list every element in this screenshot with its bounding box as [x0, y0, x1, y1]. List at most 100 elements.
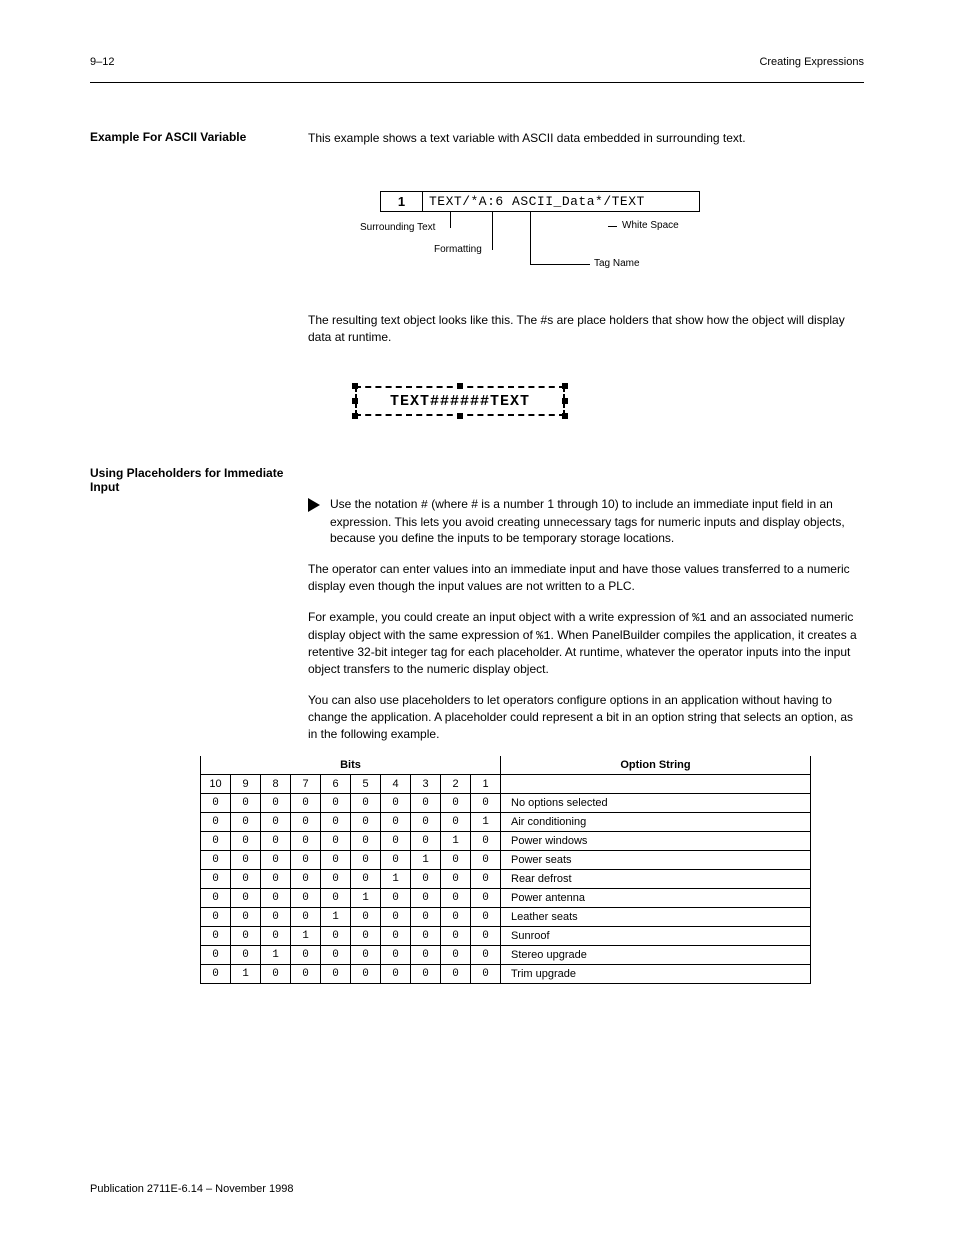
bit-cell: 0 [261, 908, 291, 927]
bit-col-header: 5 [351, 775, 381, 794]
immediate-p4: You can also use placeholders to let ope… [308, 692, 864, 742]
bit-cell: 0 [411, 813, 441, 832]
callout-formatting: Formatting [434, 244, 482, 255]
bit-col-header: 2 [441, 775, 471, 794]
table-row: 0000000010Power windows [201, 832, 811, 851]
bit-cell: 0 [411, 908, 441, 927]
bit-cell: 0 [351, 965, 381, 984]
bit-cell: 0 [441, 946, 471, 965]
bit-cell: 0 [201, 908, 231, 927]
bit-cell: 0 [321, 794, 351, 813]
bit-cell: 0 [321, 813, 351, 832]
bit-cell: 0 [231, 946, 261, 965]
table-row: 0000010000Power antenna [201, 889, 811, 908]
bit-cell: 0 [201, 965, 231, 984]
bit-cell: 0 [201, 927, 231, 946]
bit-cell: 0 [321, 889, 351, 908]
bit-cell: 0 [321, 946, 351, 965]
expression-diagram: 1 TEXT/*A:6 ASCII_Data*/TEXT Surrounding… [380, 191, 700, 282]
bit-cell: 0 [351, 927, 381, 946]
bit-cell: 0 [471, 851, 501, 870]
example-intro: This example shows a text variable with … [308, 130, 864, 146]
table-row: 0000000100Power seats [201, 851, 811, 870]
bit-cell: 0 [441, 908, 471, 927]
bit-cell: 0 [201, 832, 231, 851]
bit-cell: 0 [411, 870, 441, 889]
bit-cell: 0 [321, 832, 351, 851]
row-number-cell: 1 [381, 192, 423, 211]
option-cell: Sunroof [501, 927, 811, 946]
bit-cell: 0 [291, 870, 321, 889]
option-cell: Stereo upgrade [501, 946, 811, 965]
bit-cell: 0 [381, 965, 411, 984]
bit-cell: 0 [201, 851, 231, 870]
bit-cell: 1 [441, 832, 471, 851]
bit-cell: 0 [471, 794, 501, 813]
bit-cell: 0 [351, 813, 381, 832]
bit-cell: 0 [261, 832, 291, 851]
bit-cell: 0 [201, 794, 231, 813]
table-row: 0000000000No options selected [201, 794, 811, 813]
bit-cell: 1 [381, 870, 411, 889]
bit-cell: 0 [411, 946, 441, 965]
bit-cell: 0 [441, 794, 471, 813]
table-row: 0000001000Rear defrost [201, 870, 811, 889]
bit-cell: 1 [291, 927, 321, 946]
bit-cell: 0 [441, 813, 471, 832]
bit-cell: 0 [291, 794, 321, 813]
callout-surrounding-text: Surrounding Text [360, 222, 435, 233]
option-cell: Power windows [501, 832, 811, 851]
bits-header: Bits [201, 756, 501, 775]
bit-cell: 0 [261, 965, 291, 984]
table-row: 0000100000Leather seats [201, 908, 811, 927]
bit-col-header: 8 [261, 775, 291, 794]
bit-cell: 0 [381, 908, 411, 927]
table-row: 0010000000Stereo upgrade [201, 946, 811, 965]
bit-cell: 0 [351, 870, 381, 889]
row-expression: TEXT/*A:6 ASCII_Data*/TEXT [423, 192, 699, 211]
bit-cell: 0 [441, 965, 471, 984]
bit-cell: 0 [261, 927, 291, 946]
bit-cell: 0 [291, 813, 321, 832]
bit-cell: 1 [321, 908, 351, 927]
bit-cell: 0 [231, 794, 261, 813]
immediate-p2: The operator can enter values into an im… [308, 561, 864, 595]
options-table-wrap: Bits Option String 10987654321 000000000… [90, 756, 864, 984]
bit-cell: 0 [291, 908, 321, 927]
table-row: 0001000000Sunroof [201, 927, 811, 946]
bit-col-header: 7 [291, 775, 321, 794]
bit-cell: 1 [231, 965, 261, 984]
bit-col-header: 1 [471, 775, 501, 794]
bit-cell: 0 [231, 813, 261, 832]
bit-cell: 0 [471, 965, 501, 984]
bit-cell: 0 [291, 946, 321, 965]
option-cell: Trim upgrade [501, 965, 811, 984]
result-text: The resulting text object looks like thi… [308, 312, 864, 346]
bit-cell: 0 [321, 965, 351, 984]
bit-cell: 1 [471, 813, 501, 832]
page-number: 9–12 [90, 56, 114, 68]
page-content: Example For ASCII Variable This example … [90, 100, 864, 984]
bit-col-header: 10 [201, 775, 231, 794]
footer-pub: Publication 2711E-6.14 – November 1998 [90, 1183, 293, 1195]
bit-cell: 0 [291, 965, 321, 984]
immediate-label: Using Placeholders for Immediate Input [90, 466, 290, 547]
bit-cell: 0 [291, 889, 321, 908]
bit-cell: 0 [291, 832, 321, 851]
bit-cell: 0 [351, 794, 381, 813]
bit-cell: 0 [471, 832, 501, 851]
bit-cell: 0 [231, 870, 261, 889]
bit-cell: 0 [471, 889, 501, 908]
immediate-p3: For example, you could create an input o… [308, 609, 864, 678]
option-cell: Air conditioning [501, 813, 811, 832]
bit-cell: 0 [321, 927, 351, 946]
bit-cell: 0 [381, 851, 411, 870]
bit-cell: 0 [411, 927, 441, 946]
bit-cell: 0 [381, 794, 411, 813]
option-header: Option String [501, 756, 811, 775]
option-cell: No options selected [501, 794, 811, 813]
bit-col-header: 4 [381, 775, 411, 794]
chapter-title: Creating Expressions [759, 56, 864, 68]
bit-cell: 0 [321, 870, 351, 889]
bit-cell: 0 [441, 889, 471, 908]
